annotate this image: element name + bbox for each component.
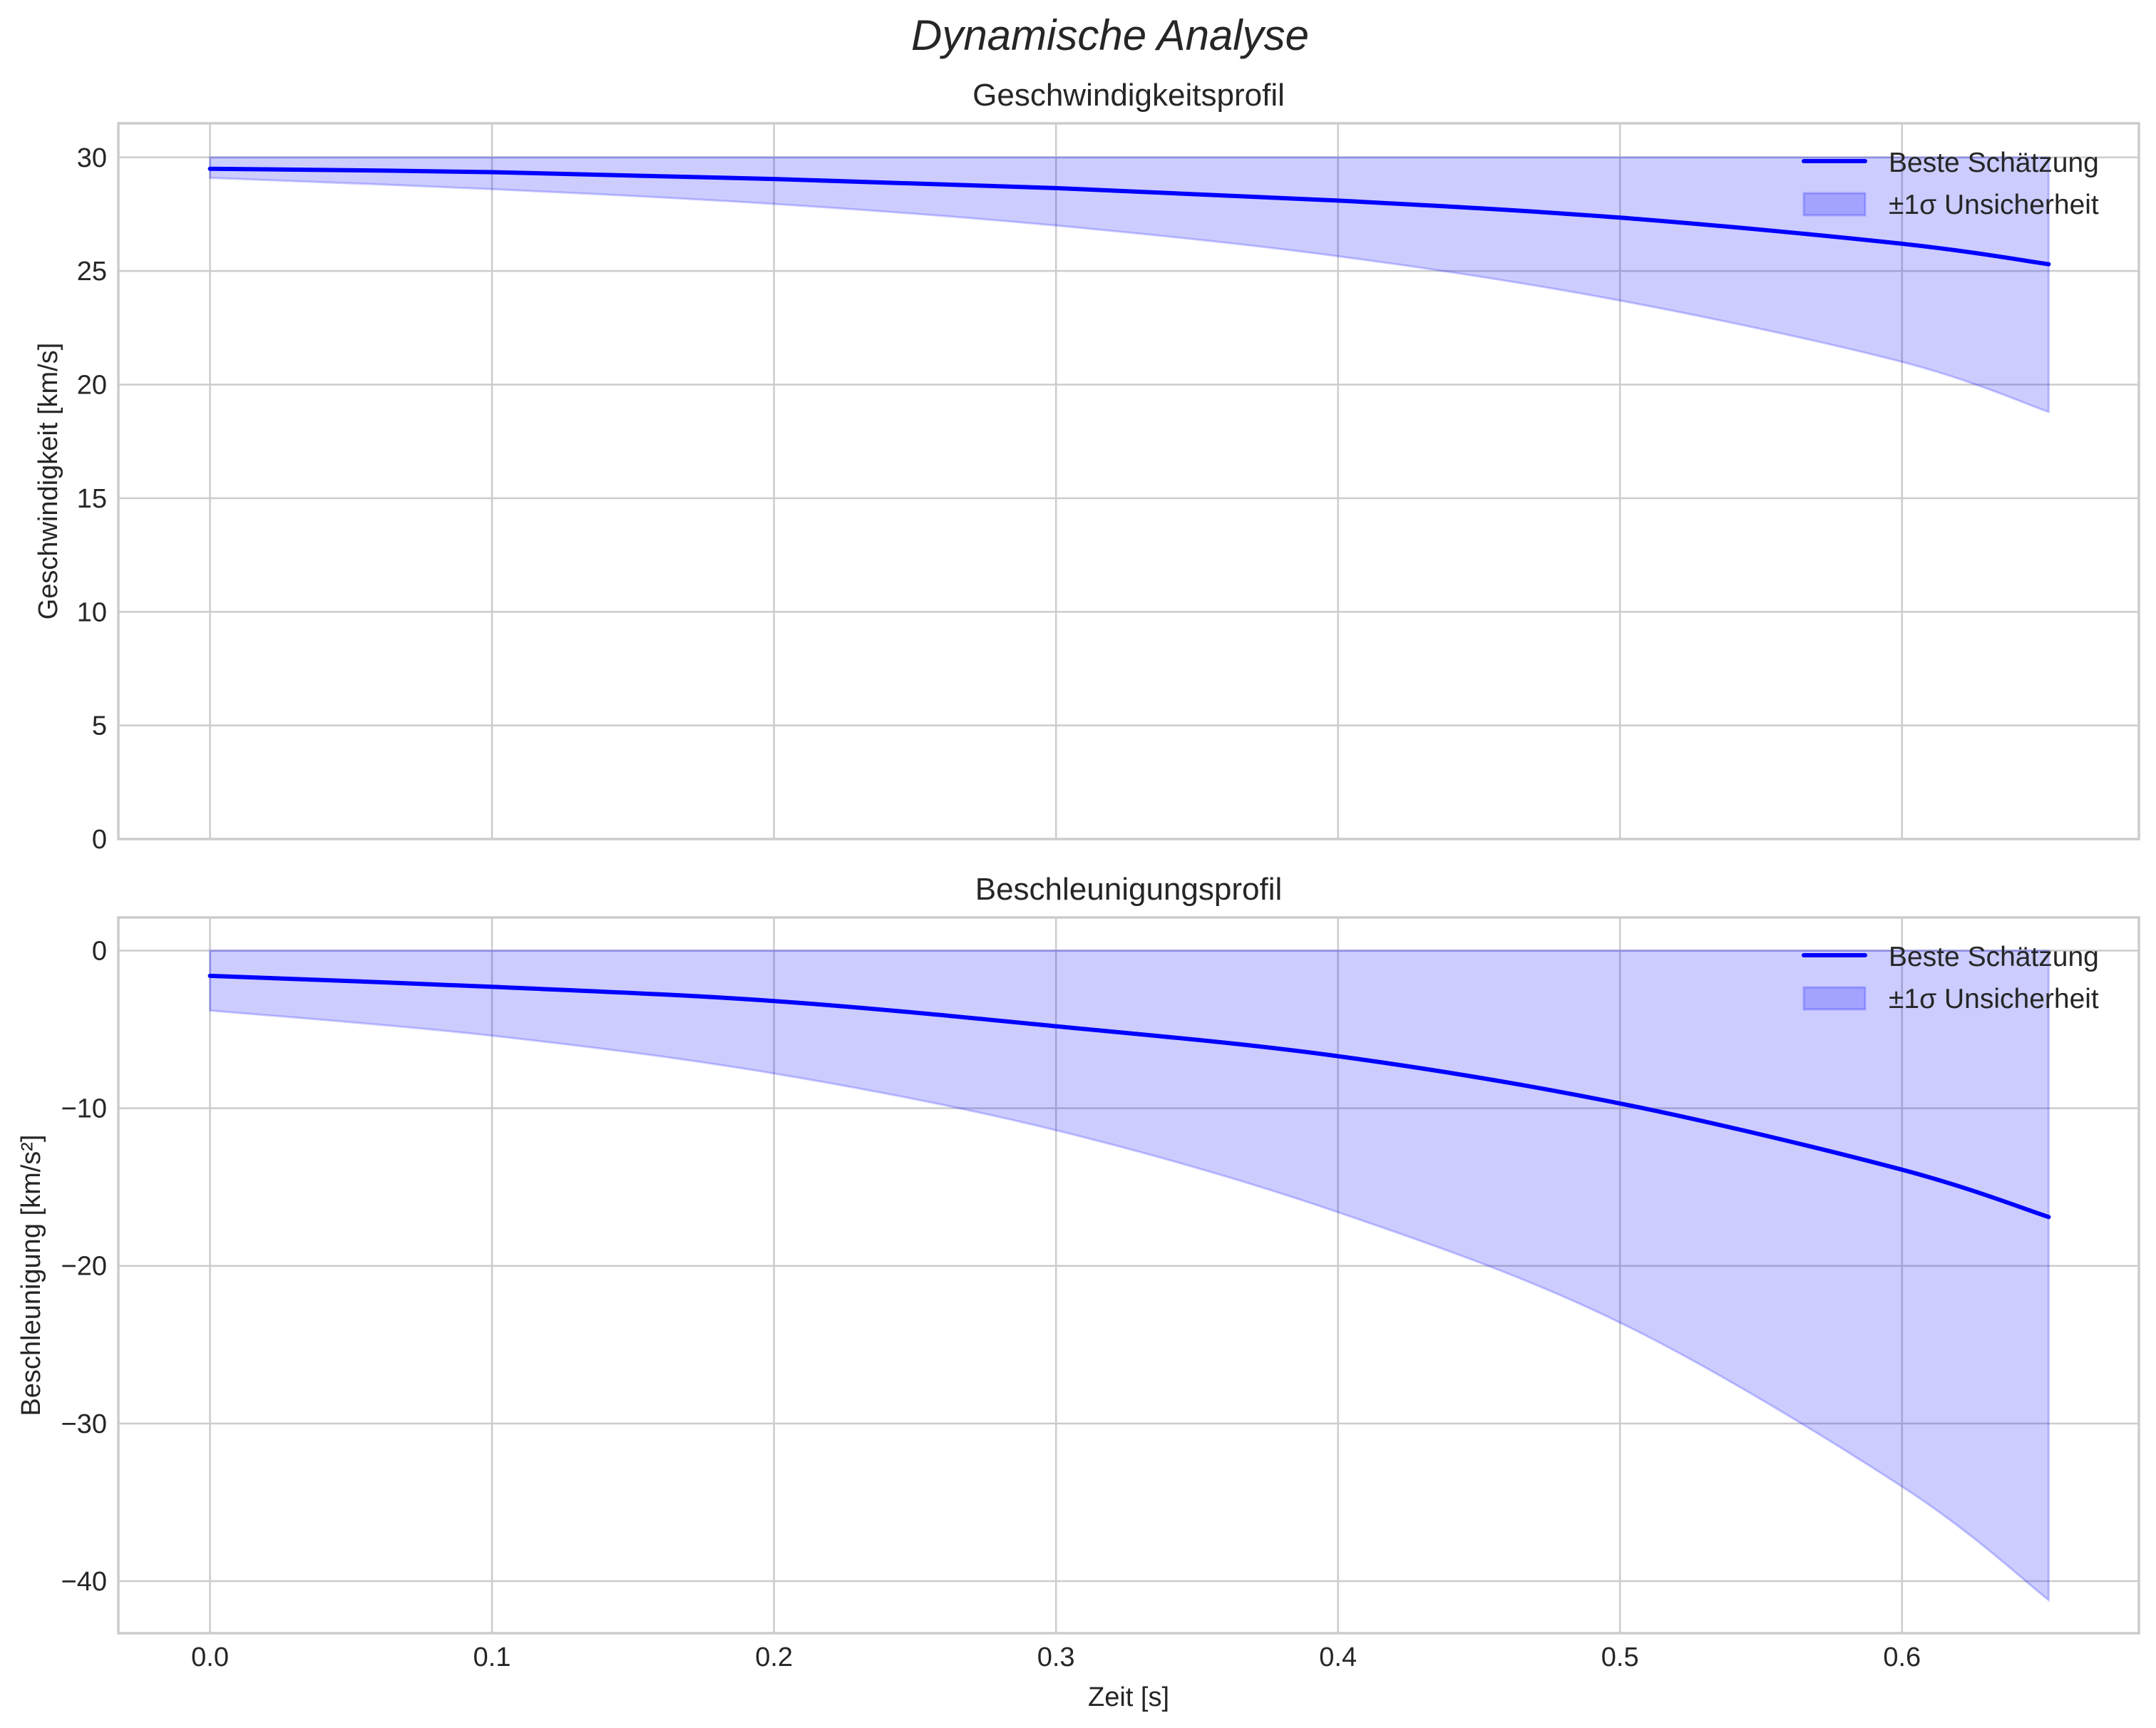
x-tick-label: 0.0 [191,1642,229,1672]
y-tick-label: −30 [61,1409,107,1439]
acceleration-panel: Beschleunigungsprofil −40−30−20−100 0.0 0… [16,872,2140,1712]
legend-label-best-estimate: Beste Schätzung [1889,148,2099,178]
legend-band-swatch [1802,986,1867,1011]
y-tick-label: 25 [77,257,107,287]
velocity-y-ticks: 0 5 10 15 20 25 30 [77,143,107,855]
y-tick-label: 10 [77,597,107,627]
y-tick-label: 0 [92,936,107,966]
x-tick-label: 0.1 [473,1642,511,1672]
legend-label-best-estimate: Beste Schätzung [1889,942,2099,972]
y-tick-label: 5 [92,711,107,741]
velocity-plot-area [207,156,2051,413]
x-tick-label: 0.4 [1319,1642,1357,1672]
y-tick-label: 20 [77,371,107,401]
acceleration-x-ticks: 0.0 0.1 0.2 0.3 0.4 0.5 0.6 [191,1642,1921,1672]
y-tick-label: 0 [92,825,107,855]
uncertainty-band [209,156,2050,413]
legend-label-uncertainty: ±1σ Unsicherheit [1889,984,2099,1014]
acceleration-axes-frame [117,916,2140,1635]
velocity-grid [118,123,2139,840]
velocity-legend: Beste Schätzung ±1σ Unsicherheit [1802,148,2099,220]
x-tick-label: 0.2 [755,1642,793,1672]
x-axis-label: Zeit [s] [1088,1682,1169,1712]
uncertainty-band [209,949,2050,1603]
y-tick-label: −20 [61,1252,107,1282]
velocity-panel-title: Geschwindigkeitsprofil [972,78,1285,113]
axes-border [117,122,2140,840]
acceleration-y-axis-label: Beschleunigung [km/s²] [16,1135,46,1416]
x-tick-label: 0.6 [1883,1642,1921,1672]
x-tick-label: 0.5 [1601,1642,1639,1672]
axes-border [117,916,2140,1635]
y-tick-label: −40 [61,1567,107,1597]
best-estimate-line [207,973,2051,1220]
legend-label-uncertainty: ±1σ Unsicherheit [1889,190,2099,220]
best-estimate-line [207,166,2051,267]
x-tick-label: 0.3 [1037,1642,1075,1672]
figure-title: Dynamische Analyse [911,11,1309,59]
acceleration-legend: Beste Schätzung ±1σ Unsicherheit [1802,942,2099,1014]
y-tick-label: 15 [77,484,107,514]
y-tick-label: −10 [61,1094,107,1124]
velocity-y-axis-label: Geschwindigkeit [km/s] [34,343,63,620]
velocity-axes-frame [117,122,2140,840]
acceleration-y-ticks: −40 −30 −20 −10 0 [61,936,107,1597]
y-tick-label: 30 [77,143,107,173]
velocity-panel: Geschwindigkeitsprofil 0 5 10 15 20 25 30 Gesc… [34,78,2140,855]
acceleration-grid [118,917,2139,1633]
legend-band-swatch [1802,192,1867,217]
acceleration-plot-area [207,949,2051,1603]
acceleration-panel-title: Beschleunigungsprofil [975,872,1283,907]
